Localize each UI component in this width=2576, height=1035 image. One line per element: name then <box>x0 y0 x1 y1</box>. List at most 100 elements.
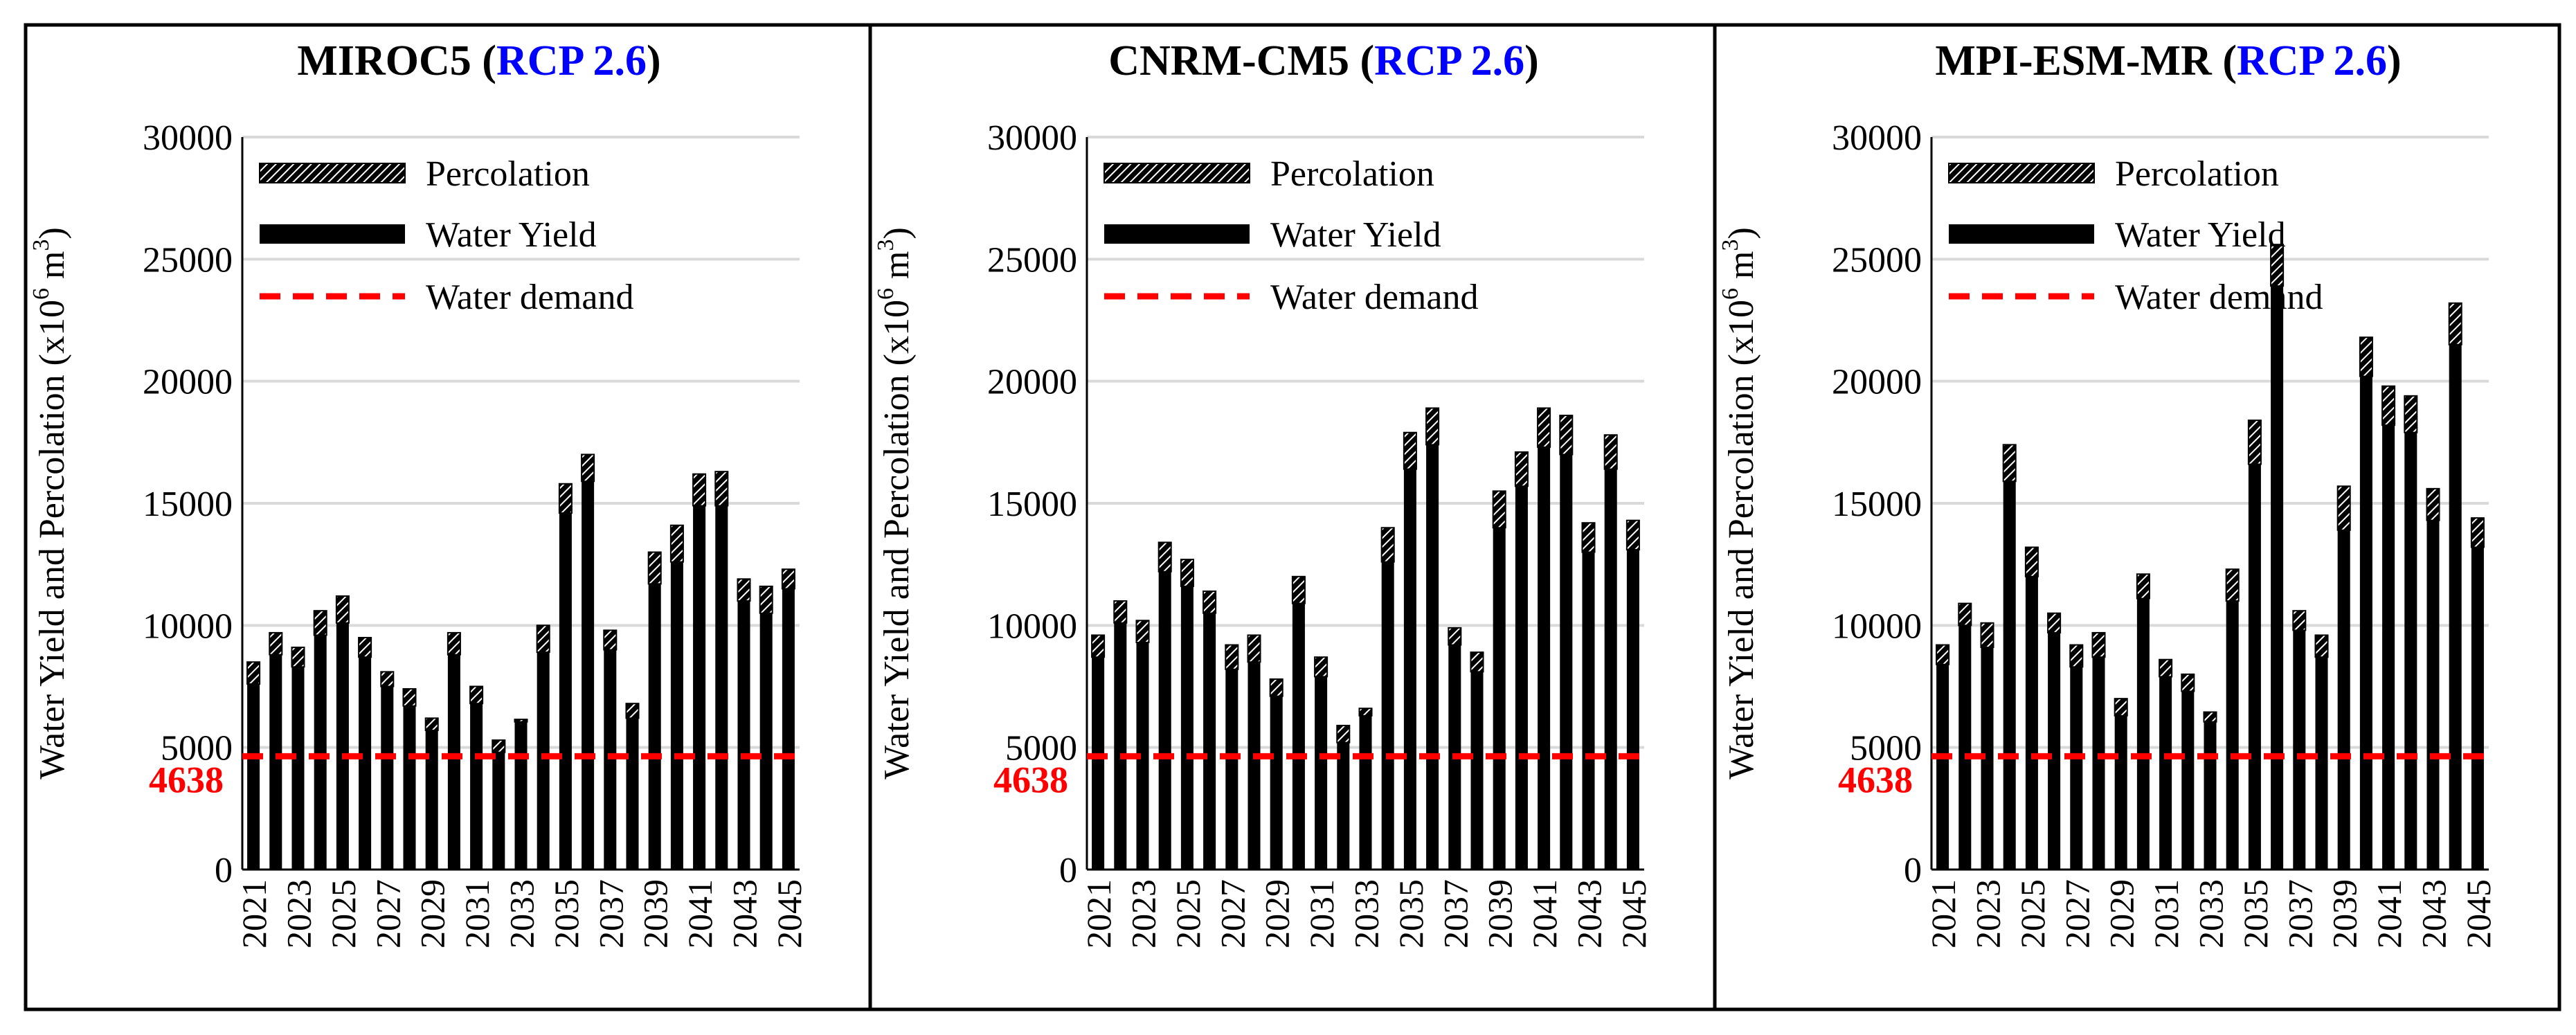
x-tick-label: 2023 <box>1124 879 1163 948</box>
x-tick-label: 2039 <box>2325 879 2364 948</box>
bar-water-yield <box>2070 667 2083 870</box>
bar-water-yield <box>2181 691 2195 870</box>
bar-water-yield <box>2226 601 2239 870</box>
x-tick-label: 2037 <box>591 879 630 948</box>
x-tick-label: 2037 <box>2280 879 2319 948</box>
bar-percolation <box>291 647 305 668</box>
bar-water-yield <box>2114 715 2127 870</box>
x-tick-label: 2043 <box>726 879 764 948</box>
bar-water-yield <box>693 505 706 870</box>
bar-percolation <box>581 453 595 483</box>
bar-water-yield <box>1359 715 1372 870</box>
y-axis-label-exp: 6 <box>873 288 899 300</box>
bar-water-yield <box>2048 632 2061 870</box>
y-axis-label: Water Yield and Percolation (x106 m3) <box>873 227 917 780</box>
bar-water-yield <box>1248 662 1261 870</box>
x-tick-label: 2027 <box>1213 879 1252 948</box>
bar-water-yield <box>1114 622 1127 870</box>
bar-percolation <box>492 739 506 753</box>
legend-swatch-water-yield <box>1949 224 2094 244</box>
y-tick-label: 25000 <box>987 240 1077 280</box>
bar-percolation <box>1336 724 1351 744</box>
title-model: MPI-ESM-MR ( <box>1935 37 2237 84</box>
y-tick-label: 0 <box>1904 851 1922 890</box>
bar-percolation <box>1625 519 1640 551</box>
bar-water-yield <box>1626 550 1639 870</box>
bar-percolation <box>692 473 707 507</box>
bar-percolation <box>469 685 484 705</box>
y-axis-label-exp: 6 <box>1718 288 1743 300</box>
bar-percolation <box>2024 546 2039 577</box>
y-tick-label: 20000 <box>143 363 233 402</box>
bar-percolation <box>424 717 439 731</box>
bar-water-yield <box>2204 721 2217 870</box>
y-tick-label: 30000 <box>1832 118 1922 158</box>
bar-water-yield <box>314 635 327 870</box>
bar-water-yield <box>1180 586 1194 870</box>
bar-percolation <box>2292 610 2307 631</box>
y-axis-label-text: Water Yield and Percolation (x10 <box>1722 300 1761 780</box>
x-tick-label: 2039 <box>1481 879 1520 948</box>
legend-label-water-demand: Water demand <box>426 278 633 317</box>
legend-swatch-percolation <box>259 163 406 183</box>
title-model: CNRM-CM5 ( <box>1108 37 1374 84</box>
bar-percolation <box>1603 434 1618 470</box>
bar-water-yield <box>1158 571 1171 870</box>
y-tick-label: 0 <box>215 851 233 890</box>
x-tick-label: 2031 <box>2147 879 2186 948</box>
x-tick-label: 2029 <box>413 879 452 948</box>
bar-water-yield <box>1493 528 1506 870</box>
bar-percolation <box>2426 487 2440 521</box>
y-axis-label-text: m <box>33 251 72 288</box>
x-tick-label: 2021 <box>235 879 273 948</box>
bar-water-yield <box>648 584 661 870</box>
x-tick-label: 2025 <box>1169 879 1207 948</box>
bar-water-yield <box>2092 657 2105 870</box>
bar-percolation <box>2069 644 2084 668</box>
chart-title: MIROC5 (RCP 2.6) <box>297 37 660 84</box>
bar-percolation <box>1470 651 1484 673</box>
bar-water-yield <box>1538 447 1551 870</box>
x-tick-label: 2041 <box>1525 879 1564 948</box>
title-scenario: RCP 2.6 <box>2237 37 2387 84</box>
bar-water-yield <box>425 730 438 870</box>
bar-percolation <box>447 631 461 656</box>
bar-percolation <box>2203 711 2217 723</box>
y-axis-label: Water Yield and Percolation (x106 m3) <box>28 227 72 780</box>
title-close: ) <box>647 37 661 84</box>
bar-water-yield <box>582 481 595 870</box>
bar-percolation <box>1203 590 1217 614</box>
x-tick-label: 2043 <box>1570 879 1609 948</box>
legend-label-water-yield: Water Yield <box>426 215 597 255</box>
panel-border <box>1713 23 2561 1011</box>
bar-water-yield <box>782 588 795 870</box>
title-close: ) <box>1524 37 1539 84</box>
bar-water-yield <box>1225 669 1239 870</box>
y-tick-label: 20000 <box>987 363 1077 402</box>
bar-water-yield <box>1582 552 1595 870</box>
y-tick-label: 10000 <box>987 606 1077 646</box>
x-tick-label: 2041 <box>2370 879 2408 948</box>
chart-panel-3: 0 5000 10000 15000 20000 25000 30000 MPI-ESM-MR… <box>1713 23 2561 1011</box>
bar-water-yield <box>1604 469 1617 870</box>
bar-percolation <box>2225 568 2240 602</box>
x-tick-label: 2045 <box>2459 879 2498 948</box>
water-demand-label: 4638 <box>993 759 1068 800</box>
x-tick-label: 2025 <box>2013 879 2052 948</box>
bar-percolation <box>1581 522 1596 553</box>
chart-panel-2: 0 5000 10000 15000 20000 25000 30000 CNRM-CM5 (… <box>868 23 1717 1011</box>
bar-water-yield <box>2337 530 2350 870</box>
y-tick-label: 5000 <box>161 729 233 768</box>
bar-percolation <box>2270 244 2285 287</box>
bar-percolation <box>759 585 773 614</box>
bar-percolation <box>1158 541 1172 573</box>
bar-percolation <box>1403 431 1417 470</box>
x-tick-label: 2033 <box>2192 879 2231 948</box>
legend-label-percolation: Percolation <box>426 154 590 194</box>
y-axis-label-text: ) <box>33 227 72 239</box>
y-tick-label: 10000 <box>1832 606 1922 646</box>
y-axis-label-exp: 3 <box>1718 240 1743 251</box>
bar-percolation <box>1448 627 1462 646</box>
bar-water-yield <box>492 752 505 870</box>
